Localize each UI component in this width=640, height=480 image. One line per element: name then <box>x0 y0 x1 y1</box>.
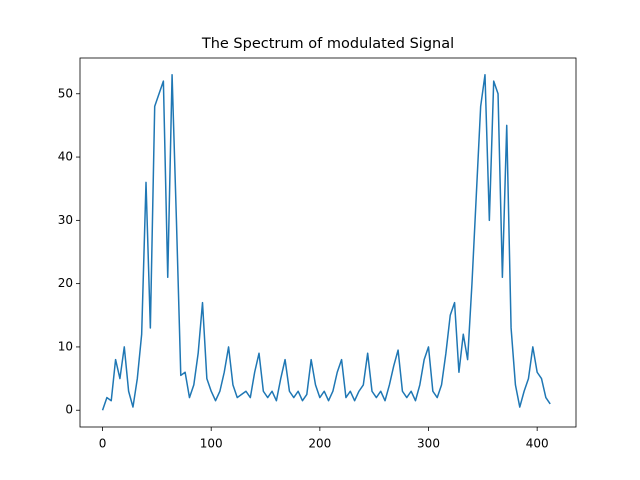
x-tick-label: 400 <box>526 437 549 451</box>
chart-title: The Spectrum of modulated Signal <box>201 36 454 52</box>
y-tick-label: 10 <box>58 339 73 353</box>
data-line <box>101 74 551 411</box>
y-tick-label: 30 <box>58 213 73 227</box>
x-tick-label: 200 <box>308 437 331 451</box>
x-tick-label: 0 <box>99 437 107 451</box>
y-tick-label: 40 <box>58 150 73 164</box>
y-tick-label: 0 <box>65 403 73 417</box>
y-tick-label: 50 <box>58 86 73 100</box>
y-tick-label: 20 <box>58 276 73 290</box>
x-tick-label: 100 <box>200 437 223 451</box>
plot-frame <box>79 57 577 428</box>
x-tick-label: 300 <box>417 437 440 451</box>
